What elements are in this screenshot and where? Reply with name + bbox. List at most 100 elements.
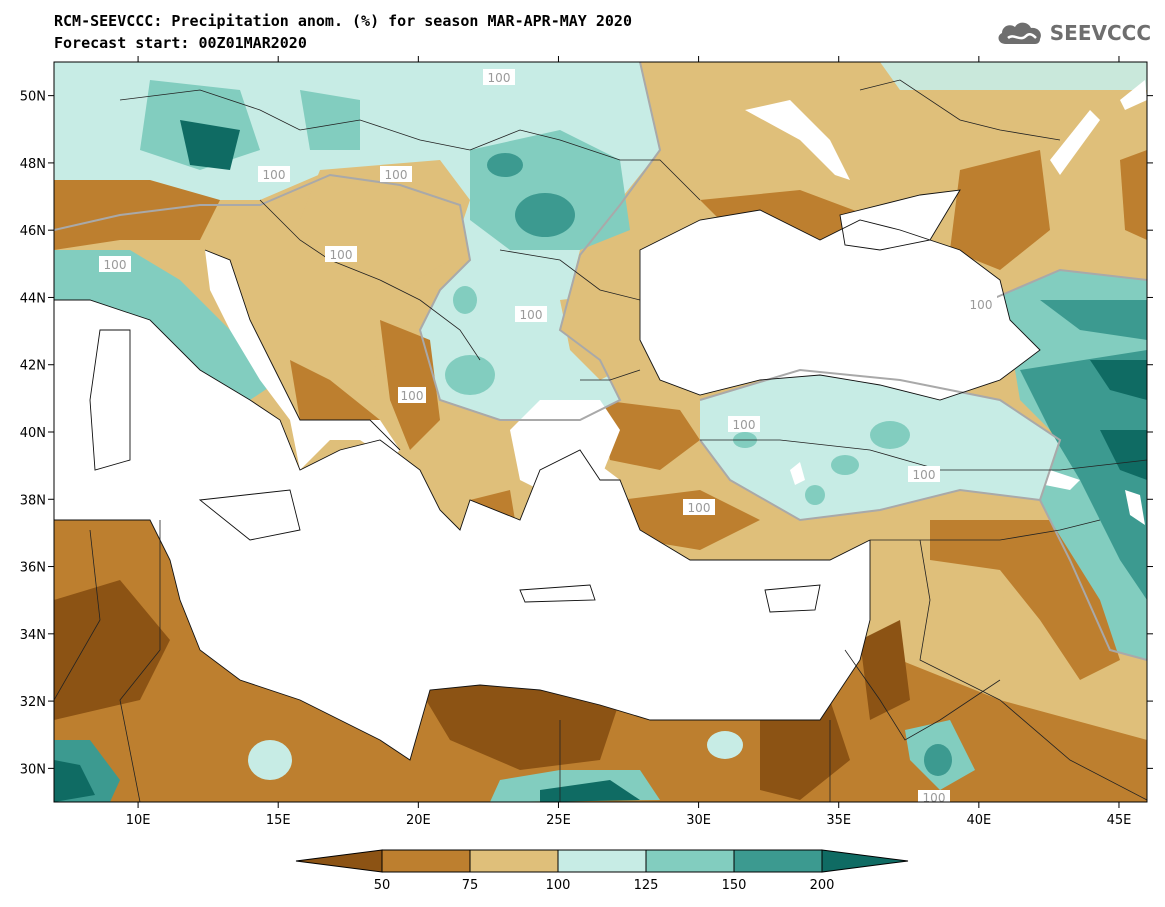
lat-tick-label: 48N [20,157,46,172]
contour-100-europe [54,62,662,421]
contour-label-bg [728,416,760,432]
lat-tick-label: 42N [20,359,46,374]
contour-label: 100 [330,248,353,262]
lon-tick-label: 30E [686,813,711,828]
coastlines [54,189,1041,761]
field-dry-west-anatolia [600,400,700,470]
map-title: RCM-SEEVCCC: Precipitation anom. (%) for… [54,12,632,30]
lat-tick-label: 38N [20,493,46,508]
contour-label-bg [325,246,357,262]
colorbar-label: 125 [634,878,659,893]
field-wet-strong-romania [515,193,575,237]
contour-label: 100 [688,501,711,515]
contour-100-caucasus [989,268,1147,301]
field-wet-extreme-east-1 [1090,360,1147,400]
black-sea [640,210,1040,400]
lon-tick-label: 20E [406,813,431,828]
field-wet-extreme-east-2 [1100,430,1147,480]
contour-label-bg [908,466,940,482]
colorbar-segment [821,849,909,873]
contour-label-bg [515,306,547,322]
map-field: 100 100 100 100 100 100 100 100 100 100 … [54,62,1147,805]
lake-van [1045,470,1080,490]
field-wet-spot-turkey-2 [831,455,859,475]
field-dry-south-anatolia [620,490,760,550]
lon-tick-label: 40E [966,813,991,828]
contour-labels: 100 100 100 100 100 100 100 100 100 100 … [99,69,997,805]
field-wet-extreme-libya-south [540,780,640,802]
colorbar-label: 100 [546,878,571,893]
field-dry-far-east [1120,150,1147,240]
field-wet-light-north [880,62,1147,90]
field-wet-strong-east [1020,350,1147,600]
colorbar-segment [733,849,823,873]
seevccc-logo: SEEVCCC [994,18,1151,48]
field-wet-serbia [453,286,477,314]
dnieper-reservoir [745,100,850,180]
contour-label: 100 [263,168,286,182]
field-dry-alps-south [54,180,220,250]
field-dry-albania [380,320,440,450]
volga-reservoir [1120,80,1147,110]
lon-tick-label: 15E [266,813,291,828]
contour-label: 100 [488,71,511,85]
lat-tick-label: 46N [20,224,46,239]
field-dry-light-bulgaria [560,290,640,380]
mediterranean-sea [54,300,870,760]
lat-tick-label: 50N [20,90,46,105]
field-dry-strong-tunisia [54,580,170,720]
lon-tick-label: 35E [826,813,851,828]
colorbar-segment [645,849,735,873]
contour-label: 100 [923,791,946,805]
lat-tick-label: 32N [20,695,46,710]
colorbar-label: 50 [374,878,391,893]
field-dry-strong-levant [860,620,910,720]
colorbar-segment [295,849,383,873]
colorbar-label: 75 [462,878,479,893]
don-reservoir [1050,110,1100,175]
field-dry-light-italy [230,260,380,420]
contour-label: 100 [913,468,936,482]
colorbar-segment [381,849,471,873]
colorbar: 50 75 100 125 150 200 [295,849,909,893]
longitude-axis: 10E 15E 20E 25E 30E 35E 40E 45E [126,56,1131,828]
contour-label: 100 [733,418,756,432]
forecast-start-label: Forecast start: 00Z01MAR2020 [54,34,307,52]
contour-label-bg [99,256,131,272]
field-wet-extreme-algeria [54,760,95,802]
field-wet-greece-north [445,355,495,395]
field-wet-strong-caucasus-north [1040,300,1147,340]
lat-tick-label: 30N [20,762,46,777]
contour-label: 100 [401,389,424,403]
field-dry-light-syria [920,570,1010,680]
contour-label-bg [918,790,950,802]
field-dry-syria [930,520,1120,680]
colorbar-segment [557,849,647,873]
contour-label-bg [965,296,997,312]
contour-100-iran [1039,499,1147,661]
logo-text: SEEVCCC [1049,21,1151,45]
field-wet-italy-north [54,250,280,400]
field-wet-extreme-alps [180,120,240,170]
title-block: RCM-SEEVCCC: Precipitation anom. (%) for… [54,10,632,54]
field-wet-light-spot-1 [248,740,292,780]
field-dry-russia [950,150,1050,270]
contour-label-bg [380,166,412,182]
field-dry-strong-egypt [760,700,850,800]
latitude-axis: 50N 48N 46N 44N 42N 40N 38N 36N 34N 32N 30N [20,90,1153,777]
field-wet-strong-jordan [924,744,952,776]
lat-tick-label: 36N [20,561,46,576]
contour-label-bg [483,69,515,85]
colorbar-segment [469,849,559,873]
lon-tick-label: 25E [546,813,571,828]
adriatic-tyrrhenian-sea [205,250,400,470]
aegean-sea [510,400,620,500]
contour-label: 100 [104,258,127,272]
cloud-icon [998,22,1041,44]
lat-tick-label: 44N [20,291,46,306]
field-wet-light-spot-2 [707,731,743,759]
lake-tuz [790,462,805,485]
field-wet-spot-turkey-1 [870,421,910,449]
contour-label: 100 [970,298,993,312]
